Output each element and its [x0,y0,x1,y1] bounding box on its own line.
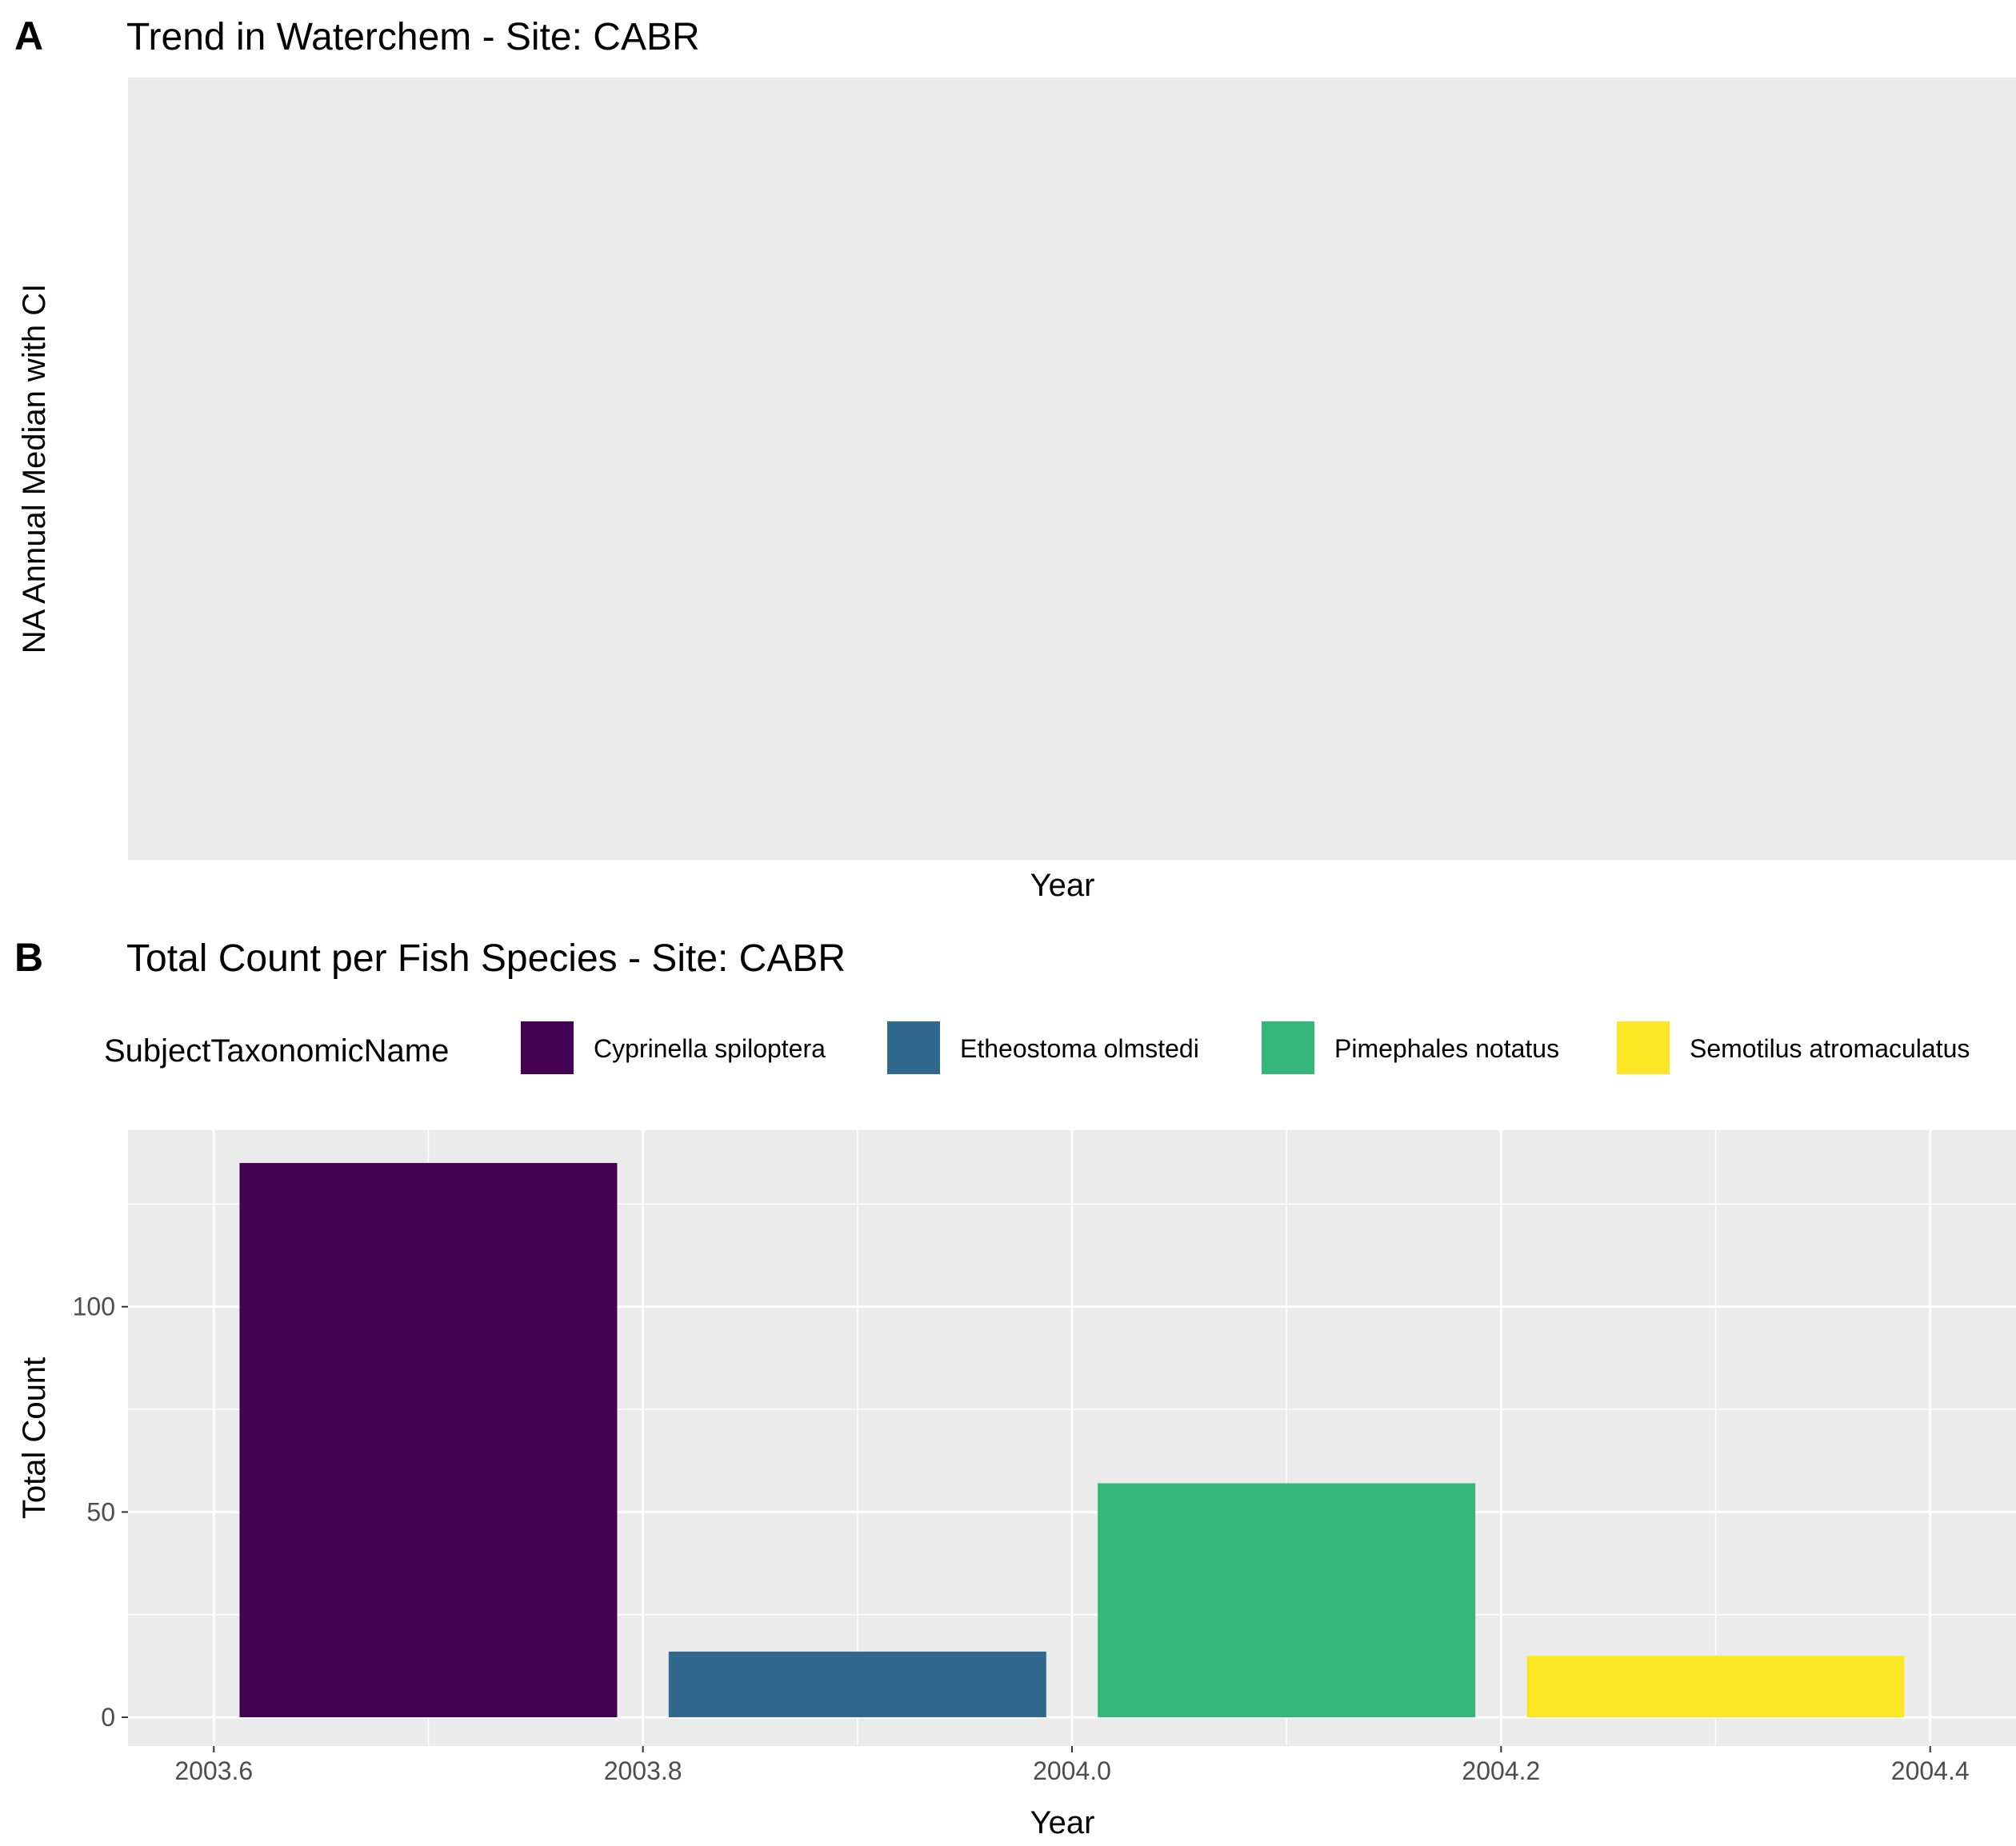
bar [239,1163,618,1718]
bar [1526,1656,1905,1718]
legend-key [1615,1020,1671,1076]
legend-key [886,1020,942,1076]
panel-b: B Total Count per Fish Species - Site: C… [14,935,2016,1840]
legend-label: Etheostoma olmstedi [960,1034,1199,1063]
panel-a-x-axis-title: Year [1030,868,1095,903]
bar [1098,1483,1476,1718]
x-tick-label: 2004.2 [1462,1756,1540,1785]
bars [239,1163,1905,1718]
panel-a-y-axis-title: NA Annual Median with CI [17,284,52,653]
legend: SubjectTaxonomicName Cyprinella spilopte… [104,1020,1970,1076]
legend-key [519,1020,575,1076]
legend-label: Semotilus atromaculatus [1690,1034,1970,1063]
x-tick-label: 2004.4 [1891,1756,1970,1785]
panel-b-title: Total Count per Fish Species - Site: CAB… [126,937,846,980]
x-tick-label: 2003.6 [174,1756,253,1785]
panel-b-y-axis-title: Total Count [17,1357,52,1519]
legend-label: Pimephales notatus [1334,1034,1559,1063]
bar [668,1651,1046,1718]
legend-key [1260,1020,1316,1076]
y-tick-label: 50 [86,1497,115,1526]
y-tick-label: 100 [73,1293,115,1321]
x-tick-label: 2004.0 [1033,1756,1111,1785]
panel-a: A Trend in Waterchem - Site: CABR NA Ann… [14,14,2016,903]
panel-a-tag: A [14,14,43,58]
y-tick-label: 0 [101,1703,115,1732]
panel-b-x-axis-title: Year [1030,1805,1095,1840]
legend-title: SubjectTaxonomicName [104,1033,449,1069]
axes: 2003.6 2003.8 2004.0 2004.2 2004.4 0 50 100 [73,1293,1970,1785]
x-tick-label: 2003.8 [604,1756,682,1785]
gridlines [128,1130,2016,1746]
panel-a-title: Trend in Waterchem - Site: CABR [126,16,700,58]
panel-a-plot-background [128,78,2016,860]
panel-b-tag: B [14,935,43,980]
legend-label: Cyprinella spiloptera [594,1034,826,1063]
